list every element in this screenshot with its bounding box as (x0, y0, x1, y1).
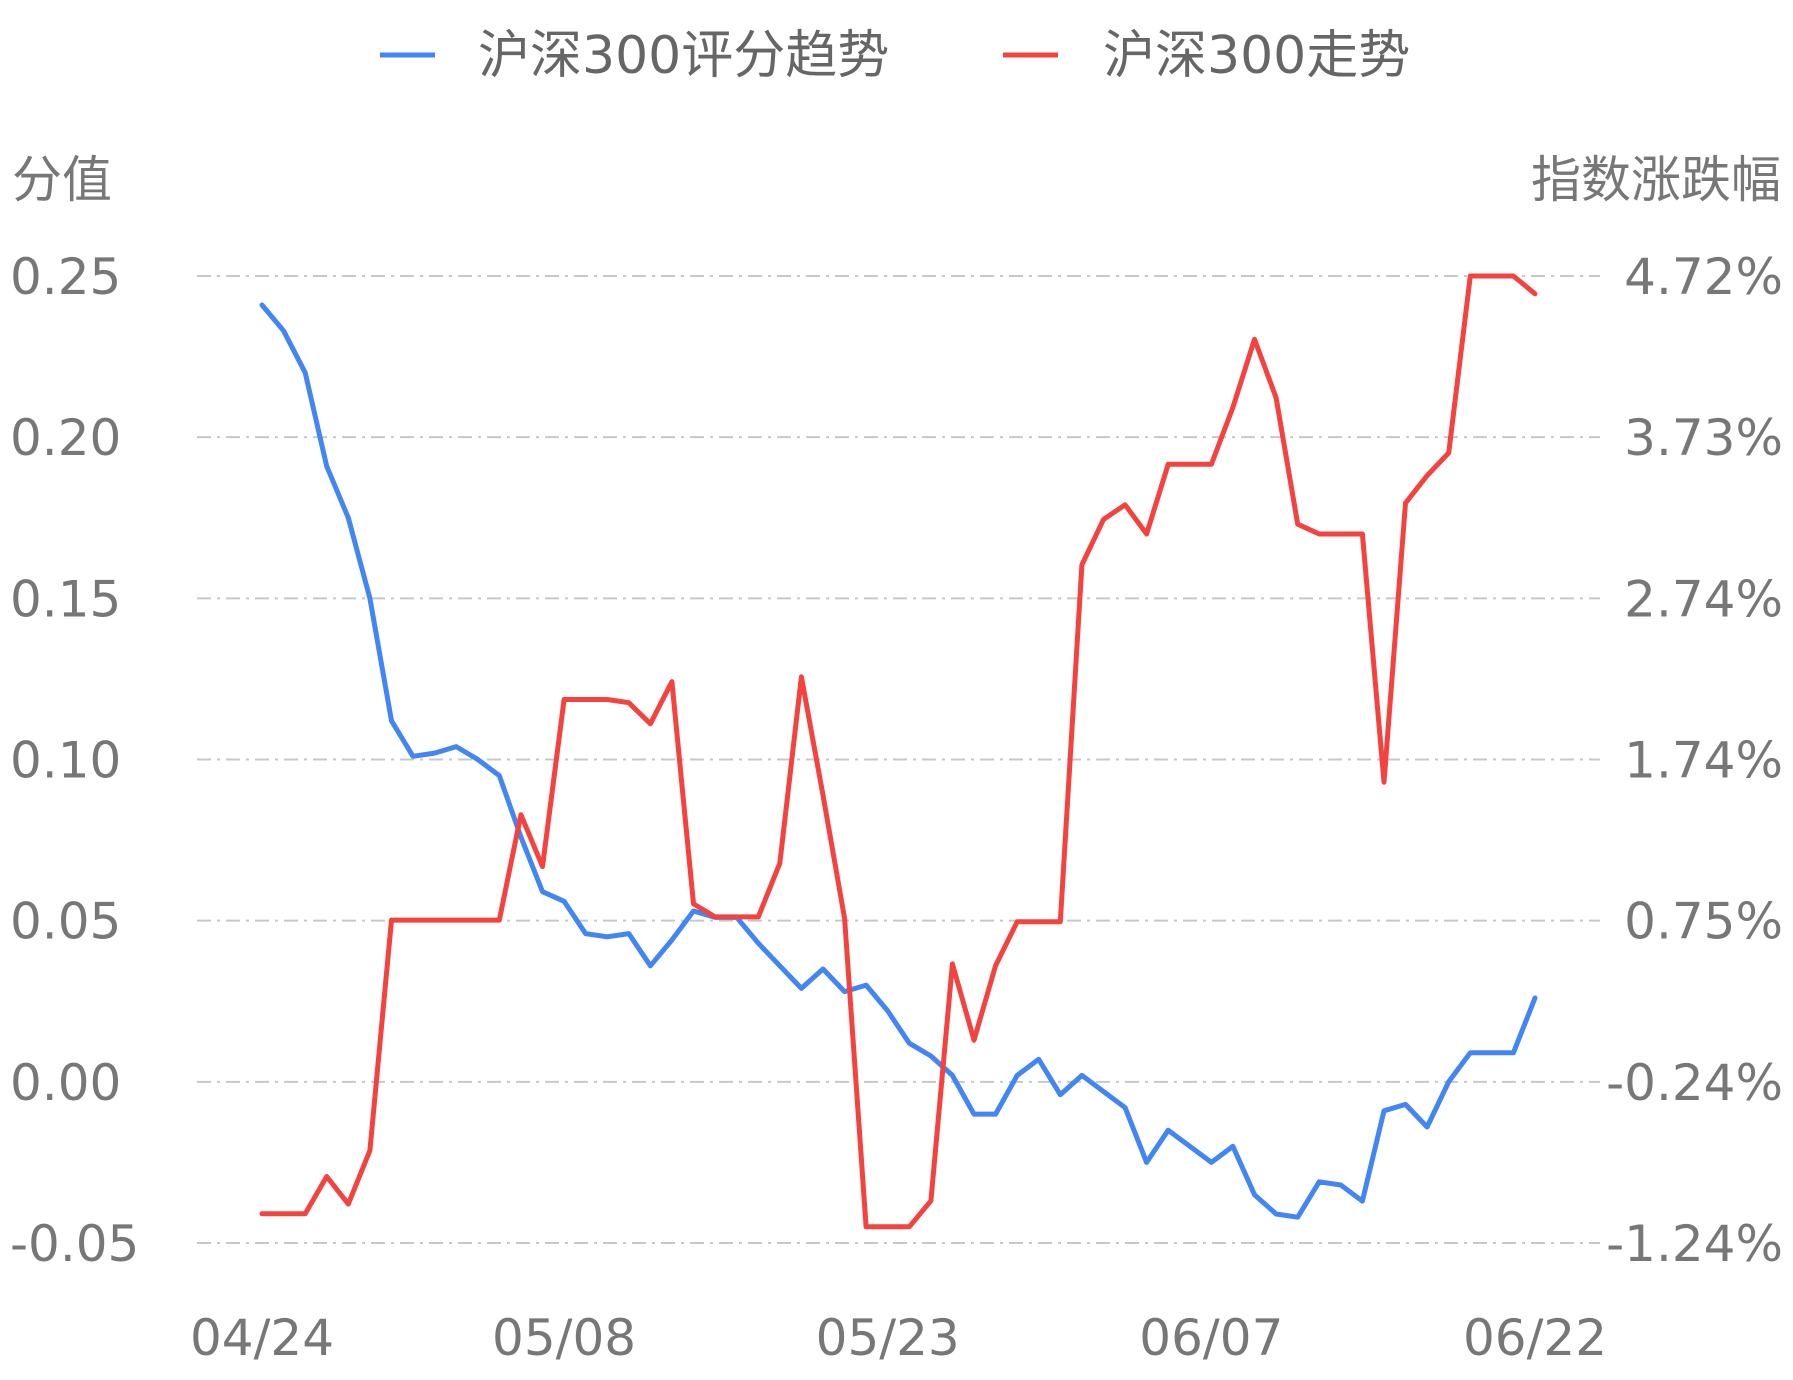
left-tick-label: 0.20 (10, 409, 121, 467)
legend: 沪深300评分趋势 沪深300走势 (380, 26, 1410, 86)
right-tick-label: -0.24% (1606, 1054, 1783, 1112)
x-tick-label: 06/22 (1463, 1309, 1607, 1367)
right-tick-label: 3.73% (1624, 409, 1783, 467)
series-line-index (259, 273, 1538, 1230)
left-tick-label: 0.00 (10, 1054, 121, 1112)
left-tick-label: 0.05 (10, 893, 121, 951)
right-tick-label: 1.74% (1624, 732, 1783, 790)
right-axis-title: 指数涨跌幅 (1531, 151, 1781, 209)
x-tick-label: 04/24 (190, 1309, 334, 1367)
grid (197, 275, 1600, 1244)
right-tick-label: -1.24% (1606, 1215, 1783, 1273)
left-tick-label: 0.10 (10, 732, 121, 790)
x-axis-ticks: 04/24 05/08 05/23 06/07 06/22 (190, 1309, 1607, 1367)
right-axis-ticks: 4.72% 3.73% 2.74% 1.74% 0.75% -0.24% -1.24% (1606, 248, 1783, 1273)
right-tick-label: 2.74% (1624, 570, 1783, 628)
legend-label-index: 沪深300走势 (1103, 26, 1410, 86)
left-axis-ticks: 0.25 0.20 0.15 0.10 0.05 0.00 -0.05 (10, 248, 139, 1273)
x-tick-label: 05/23 (816, 1309, 960, 1367)
left-tick-label: -0.05 (10, 1215, 139, 1273)
right-tick-label: 0.75% (1624, 893, 1783, 951)
x-tick-label: 06/07 (1139, 1309, 1283, 1367)
left-axis-title: 分值 (12, 151, 112, 209)
series (259, 273, 1538, 1230)
left-tick-label: 0.15 (10, 570, 121, 628)
x-tick-label: 05/08 (492, 1309, 636, 1367)
left-tick-label: 0.25 (10, 248, 121, 306)
series-line-score (259, 302, 1538, 1220)
right-tick-label: 4.72% (1624, 248, 1783, 306)
legend-label-score: 沪深300评分趋势 (478, 26, 889, 86)
